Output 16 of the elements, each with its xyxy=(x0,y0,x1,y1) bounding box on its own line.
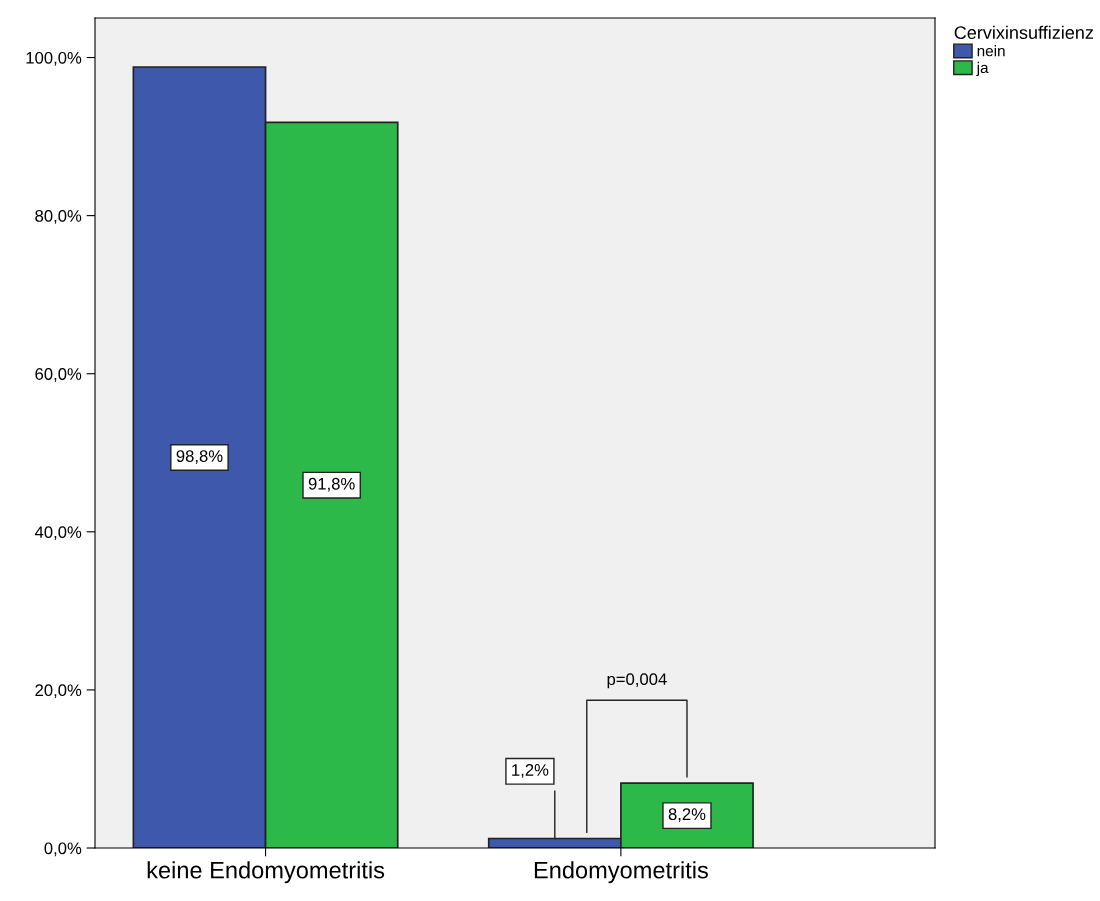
legend-label: nein xyxy=(977,45,1005,57)
y-tick-label: 40,0% xyxy=(34,526,82,540)
legend-label: ja xyxy=(976,61,989,77)
y-tick-label: 0,0% xyxy=(44,842,82,857)
y-tick-label: 100,0% xyxy=(26,51,82,66)
data-label: 8,2% xyxy=(668,808,706,823)
x-tick-label: Endomyometritis xyxy=(534,861,708,884)
data-label: 98,8% xyxy=(176,450,223,464)
annotation: p=0,004 xyxy=(607,673,667,689)
x-tick-label: keine Endomyometritis xyxy=(147,861,385,884)
data-label: 1,2% xyxy=(512,764,549,778)
y-tick-label: 20,0% xyxy=(35,684,82,699)
data-label: 91,8% xyxy=(308,477,355,492)
y-tick-label: 80,0% xyxy=(35,210,82,224)
legend-title: Cervixinsuffizienz xyxy=(954,25,1094,40)
y-tick-label: 60,0% xyxy=(35,368,82,382)
